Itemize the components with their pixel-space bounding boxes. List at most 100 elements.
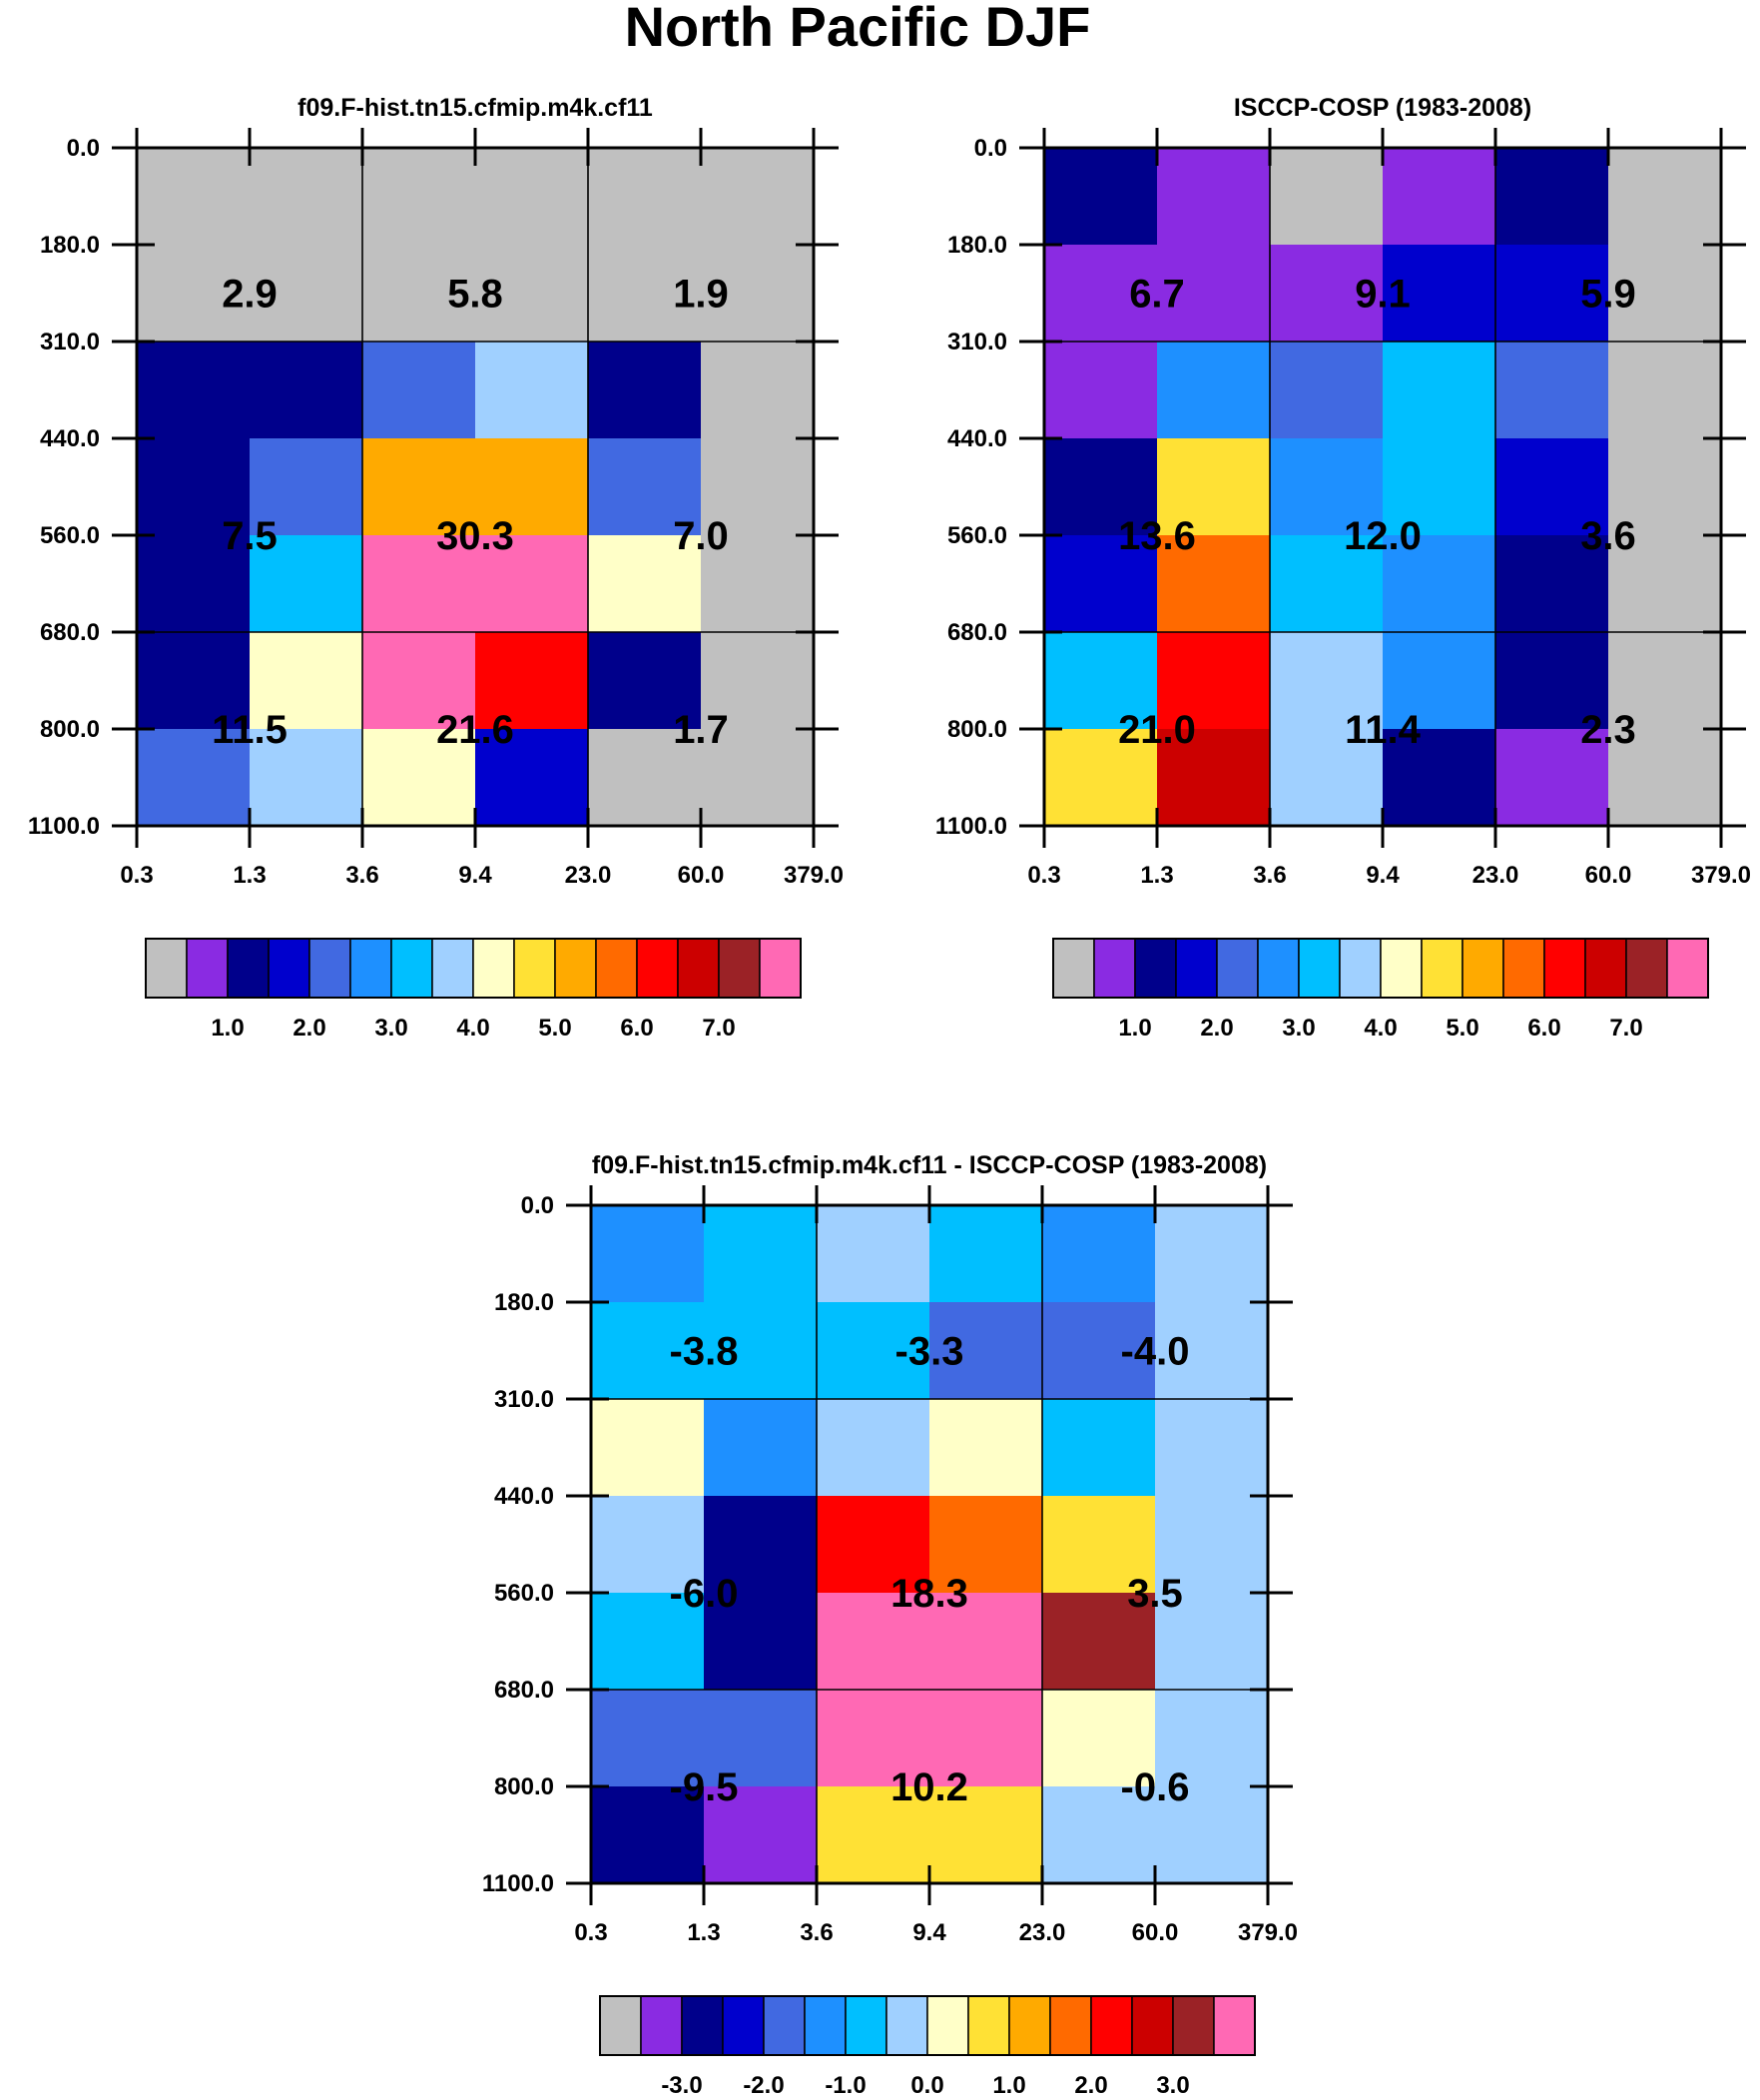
heatmap-cell <box>1157 245 1271 343</box>
heatmap-cell <box>362 438 476 536</box>
colorbar-swatch <box>1213 1995 1256 2056</box>
block-value: 30.3 <box>436 514 514 558</box>
heatmap-cell <box>701 438 815 536</box>
heatmap-cell <box>704 1302 818 1400</box>
colorbar-label: 1.0 <box>992 2072 1025 2099</box>
y-tick-label: 0.0 <box>974 135 1007 162</box>
heatmap-cell <box>704 1496 818 1594</box>
heatmap-cell <box>137 729 251 827</box>
block-value: 11.4 <box>1345 708 1421 752</box>
y-tick-label: 310.0 <box>494 1386 554 1413</box>
block-value: 3.5 <box>1127 1572 1183 1616</box>
y-tick-label: 680.0 <box>494 1677 554 1704</box>
y-tick-label: 680.0 <box>40 619 100 646</box>
heatmap-cell <box>591 1399 705 1497</box>
heatmap-cell <box>1157 438 1271 536</box>
colorbar-label: 3.0 <box>374 1015 407 1042</box>
heatmap-cell <box>817 1496 930 1594</box>
block-value: 7.5 <box>222 514 278 558</box>
panel-title: f09.F-hist.tn15.cfmip.m4k.cf11 <box>297 94 653 122</box>
colorbar-frame <box>145 938 802 999</box>
heatmap-cell <box>1383 729 1496 827</box>
panel-title: ISCCP-COSP (1983-2008) <box>1234 94 1531 122</box>
x-tick-label: 1.3 <box>1140 862 1173 889</box>
heatmap-cell <box>250 342 363 439</box>
colorbar-swatch <box>967 1995 1010 2056</box>
block-value: 10.2 <box>890 1765 968 1809</box>
heatmap-cell <box>1608 729 1722 827</box>
heatmap-cell <box>817 1302 930 1400</box>
colorbar-label: 2.0 <box>1074 2072 1107 2099</box>
colorbar-label: 6.0 <box>620 1015 653 1042</box>
block-value: 7.0 <box>673 514 729 558</box>
colorbar-label: 7.0 <box>702 1015 735 1042</box>
heatmap-cell <box>1270 632 1384 730</box>
heatmap-cell <box>1495 729 1609 827</box>
y-tick-label: 800.0 <box>40 716 100 743</box>
x-tick-label: 0.3 <box>120 862 153 889</box>
y-tick-label: 1100.0 <box>935 813 1007 840</box>
heatmap-cell <box>1155 1496 1269 1594</box>
heatmap-cell <box>591 1786 705 1884</box>
heatmap-cell <box>137 535 251 633</box>
heatmap-cell <box>817 1399 930 1497</box>
colorbar-swatch <box>145 938 188 999</box>
heatmap-cell <box>1270 535 1384 633</box>
colorbar-label: 0.0 <box>910 2072 943 2099</box>
colorbar-swatch <box>1625 938 1668 999</box>
heatmap-cell <box>1270 729 1384 827</box>
figure-title: North Pacific DJF <box>625 0 1091 58</box>
colorbar-label: 4.0 <box>1364 1015 1397 1042</box>
block-value: 12.0 <box>1344 514 1422 558</box>
y-tick-label: 800.0 <box>494 1773 554 1800</box>
heatmap-cell <box>591 1302 705 1400</box>
colorbar-swatch <box>599 1995 642 2056</box>
colorbar-swatch <box>1131 1995 1174 2056</box>
heatmap-cell <box>250 535 363 633</box>
heatmap-cell <box>1270 438 1384 536</box>
heatmap-cell <box>1608 148 1722 246</box>
colorbar-swatch <box>1543 938 1586 999</box>
heatmap-cell <box>250 632 363 730</box>
colorbar-swatch <box>390 938 433 999</box>
heatmap-cell <box>1042 1593 1156 1691</box>
colorbar-swatch <box>1584 938 1627 999</box>
heatmap-cell <box>1155 1205 1269 1303</box>
heatmap-cell <box>475 245 589 343</box>
y-tick-label: 180.0 <box>494 1289 554 1316</box>
heatmap-cell <box>817 1593 930 1691</box>
x-tick-label: 379.0 <box>1238 1919 1298 1946</box>
block-value: 13.6 <box>1118 514 1196 558</box>
y-tick-label: 1100.0 <box>28 813 100 840</box>
y-tick-label: 180.0 <box>947 232 1007 259</box>
colorbar-swatch <box>349 938 392 999</box>
colorbar-swatch <box>1049 1995 1092 2056</box>
heatmap-cell <box>1608 535 1722 633</box>
heatmap-cell <box>701 535 815 633</box>
heatmap-cell <box>1044 148 1158 246</box>
heatmap-cell <box>1495 535 1609 633</box>
heatmap-panel-2: ISCCP-COSP (1983-2008) 0.0 180.0 310.0 440.0… <box>935 94 1751 1042</box>
heatmap-cell <box>362 148 476 246</box>
x-tick-label: 9.4 <box>912 1919 946 1946</box>
heatmap-cell <box>1157 535 1271 633</box>
heatmap-cell <box>591 1690 705 1787</box>
y-tick-label: 1100.0 <box>482 1870 554 1897</box>
colorbar-swatch <box>1090 1995 1133 2056</box>
heatmap-cell <box>1157 632 1271 730</box>
heatmap-cell <box>250 438 363 536</box>
heatmap-cell <box>701 632 815 730</box>
colorbar-frame <box>599 1995 1256 2056</box>
heatmap-cell <box>1155 1593 1269 1691</box>
colorbar-label: 2.0 <box>1200 1015 1233 1042</box>
colorbar-swatch <box>1462 938 1504 999</box>
colorbar-swatch <box>1134 938 1177 999</box>
block-value: -0.6 <box>1121 1765 1190 1809</box>
heatmap-cell <box>588 245 702 343</box>
colorbar-swatch <box>472 938 515 999</box>
x-tick-label: 60.0 <box>1132 1919 1179 1946</box>
heatmap-cell <box>1042 1205 1156 1303</box>
x-tick-label: 60.0 <box>1585 862 1632 889</box>
panels: f09.F-hist.tn15.cfmip.m4k.cf11 0.0 180.0 31… <box>28 94 1751 2099</box>
